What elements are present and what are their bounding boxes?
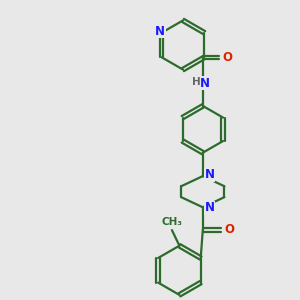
Text: H: H <box>192 77 201 87</box>
Text: N: N <box>155 25 165 38</box>
Text: O: O <box>223 51 233 64</box>
Text: O: O <box>225 223 235 236</box>
Text: N: N <box>204 168 214 182</box>
Text: CH₃: CH₃ <box>161 217 182 227</box>
Text: N: N <box>200 76 210 90</box>
Text: N: N <box>204 201 214 214</box>
